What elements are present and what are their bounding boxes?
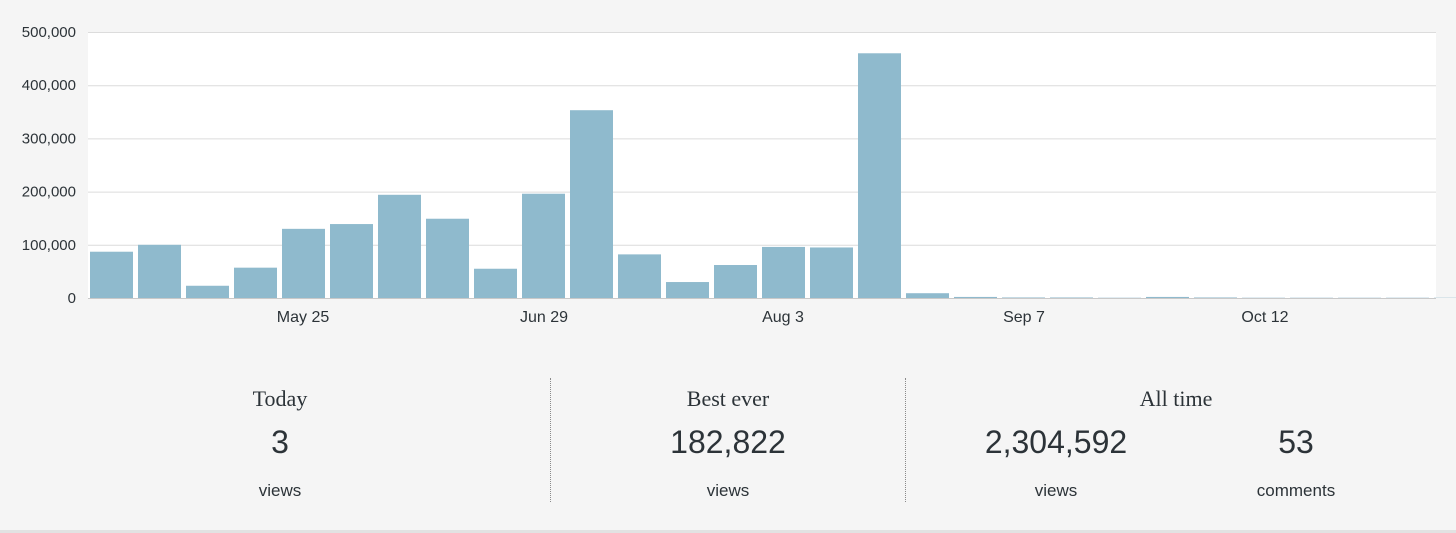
bar[interactable]	[378, 194, 421, 298]
stat-best-ever: Best ever 182,822 views	[551, 378, 905, 502]
stat-today-pair: 3 views	[180, 422, 380, 502]
y-tick-label: 100,000	[22, 237, 76, 254]
stat-all-time-title: All time	[1139, 386, 1213, 411]
stats-summary: Today 3 views Best ever 182,822 views Al…	[0, 378, 1456, 502]
bar[interactable]	[138, 244, 181, 298]
stat-best-ever-value: 182,822	[670, 424, 786, 460]
y-tick-label: 500,000	[22, 24, 76, 41]
bar[interactable]	[1002, 297, 1045, 298]
bar[interactable]	[186, 285, 229, 298]
bar[interactable]	[90, 251, 133, 298]
x-tick-label: Jun 29	[520, 309, 568, 326]
bar[interactable]	[234, 267, 277, 298]
stat-all-time-comments-unit: comments	[1256, 481, 1336, 500]
grid-lines	[88, 32, 1436, 299]
stat-all-time-views-value: 2,304,592	[984, 424, 1128, 460]
x-axis: May 25 Jun 29 Aug 3 Sep 7 Oct 12	[277, 309, 1289, 326]
bar[interactable]	[810, 247, 853, 298]
bar[interactable]	[282, 228, 325, 298]
bar[interactable]	[666, 282, 709, 298]
bar[interactable]	[330, 224, 373, 298]
stat-all-time: All time 2,304,592 views 53 comments	[906, 378, 1456, 502]
bar[interactable]	[954, 296, 997, 298]
bar[interactable]	[714, 265, 757, 298]
x-tick-label: Sep 7	[1003, 309, 1045, 326]
bar[interactable]	[858, 53, 901, 298]
bars	[90, 53, 1456, 298]
bar[interactable]	[1194, 297, 1237, 298]
stat-today-value: 3	[271, 424, 289, 460]
stat-best-ever-pair: 182,822 views	[628, 422, 828, 502]
y-tick-label: 400,000	[22, 77, 76, 94]
stat-best-ever-title: Best ever	[686, 386, 770, 411]
y-tick-label: 200,000	[22, 184, 76, 201]
stat-today: Today 3 views	[0, 378, 550, 502]
y-tick-label: 0	[68, 290, 76, 307]
x-tick-label: Aug 3	[762, 309, 804, 326]
stat-all-time-comments-pair: 53 comments	[1196, 422, 1396, 502]
y-tick-label: 300,000	[22, 130, 76, 147]
chart-svg: 500,000 400,000 300,000 200,000 100,000 0 May…	[22, 24, 1456, 326]
bar[interactable]	[762, 246, 805, 298]
bar[interactable]	[1050, 297, 1093, 298]
divider-1	[550, 378, 551, 502]
bar[interactable]	[1146, 296, 1189, 298]
bar[interactable]	[474, 268, 517, 298]
bottom-rule	[0, 530, 1456, 533]
bar[interactable]	[570, 110, 613, 298]
x-tick-label: May 25	[277, 309, 330, 326]
stat-today-title: Today	[252, 386, 308, 411]
divider-2	[905, 378, 906, 502]
stat-all-time-comments-value: 53	[1278, 424, 1314, 460]
stat-all-time-views-pair: 2,304,592 views	[956, 422, 1156, 502]
stat-today-unit: views	[258, 481, 302, 500]
y-axis: 500,000 400,000 300,000 200,000 100,000 0	[22, 24, 76, 307]
bar[interactable]	[618, 254, 661, 298]
bar[interactable]	[426, 218, 469, 298]
bar[interactable]	[906, 293, 949, 298]
stat-best-ever-unit: views	[706, 481, 750, 500]
x-tick-label: Oct 12	[1241, 309, 1288, 326]
stat-all-time-views-unit: views	[1034, 481, 1078, 500]
views-bar-chart: 500,000 400,000 300,000 200,000 100,000 0 May…	[22, 24, 1456, 326]
bar[interactable]	[522, 193, 565, 298]
